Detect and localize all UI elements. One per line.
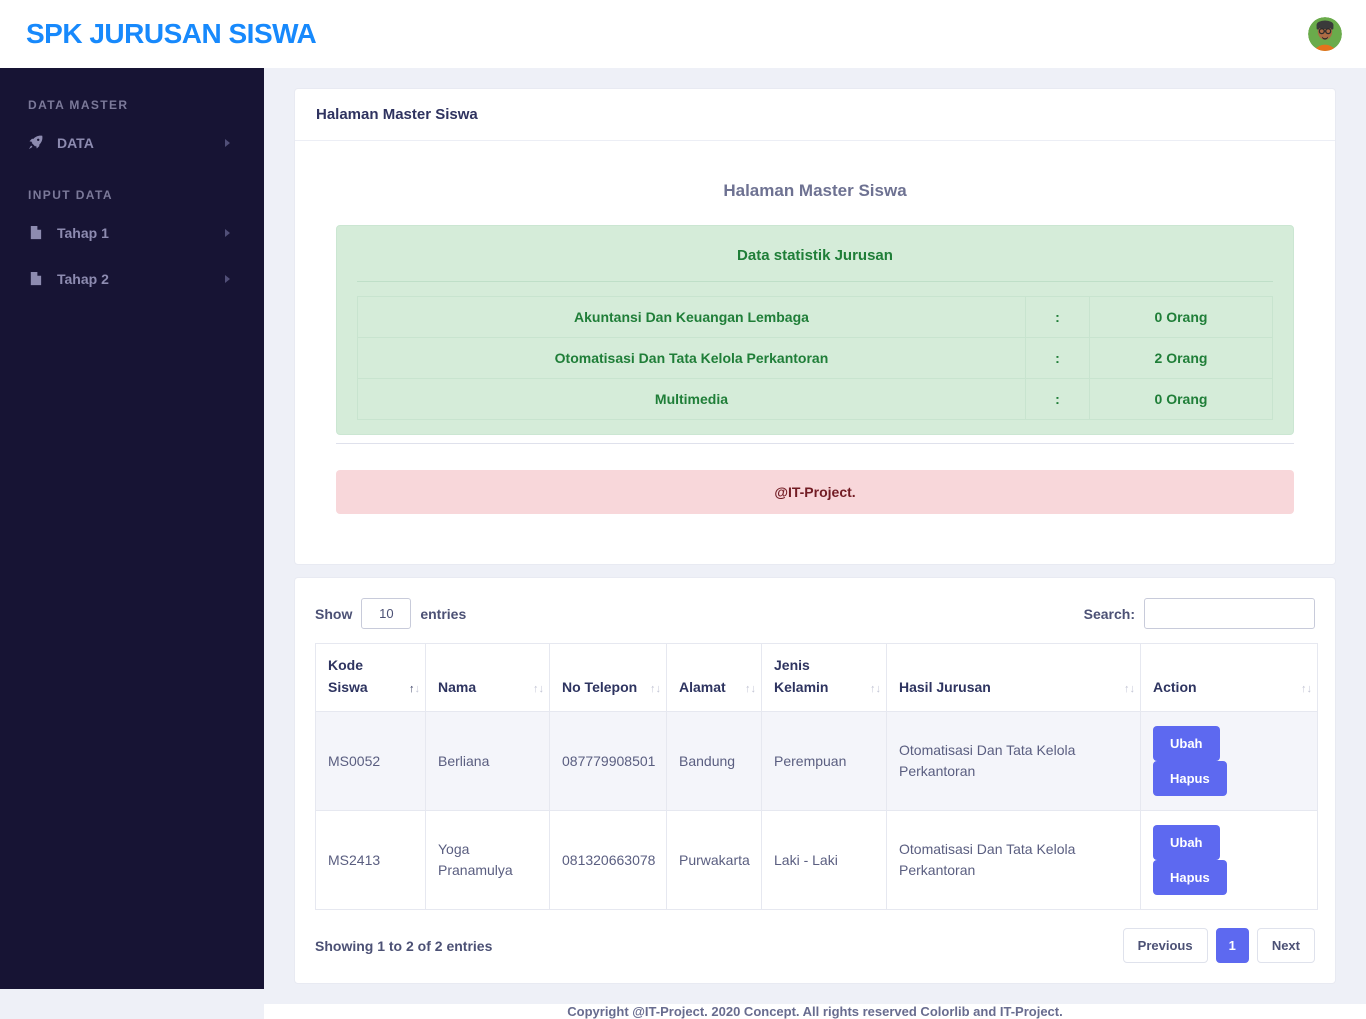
table-row: MS0052 Berliana 087779908501 Bandung Per… <box>315 711 1318 812</box>
hapus-button[interactable]: Hapus <box>1153 761 1227 797</box>
stats-value: 0 Orang <box>1088 296 1274 338</box>
sort-icon: ↑↓ <box>1124 683 1135 696</box>
column-header-nama[interactable]: Nama ↑↓ <box>425 642 550 713</box>
chevron-right-icon <box>225 139 230 147</box>
pagination: Previous 1 Next <box>1122 928 1315 964</box>
cell-alamat: Bandung <box>666 711 762 812</box>
sidebar-item-data[interactable]: DATA <box>0 120 264 166</box>
page-title: Halaman Master Siswa <box>723 181 907 200</box>
sidebar: DATA MASTER DATA INPUT DATA Tahap 1 Taha… <box>0 68 264 989</box>
cell-jenis-kelamin: Perempuan <box>761 711 887 812</box>
column-header-action[interactable]: Action ↑↓ <box>1140 642 1318 713</box>
column-header-alamat[interactable]: Alamat ↑↓ <box>666 642 762 713</box>
master-siswa-card: Halaman Master Siswa Halaman Master Sisw… <box>294 88 1336 565</box>
sort-icon: ↑↓ <box>533 683 544 696</box>
stats-table: Akuntansi Dan Keuangan Lembaga : 0 Orang… <box>357 296 1274 420</box>
chevron-right-icon <box>225 275 230 283</box>
stats-row: Multimedia : 0 Orang <box>357 378 1274 420</box>
previous-page-button[interactable]: Previous <box>1122 928 1208 964</box>
stats-row: Akuntansi Dan Keuangan Lembaga : 0 Orang <box>357 296 1274 338</box>
sidebar-item-tahap-2[interactable]: Tahap 2 <box>0 256 264 302</box>
table-header-row: Kode Siswa ↑↓ Nama ↑↓ No Telepon ↑↓ <box>315 642 1318 713</box>
sidebar-heading-input-data: INPUT DATA <box>28 188 113 202</box>
search-input[interactable] <box>1144 598 1315 629</box>
cell-kode-siswa: MS2413 <box>315 810 426 911</box>
file-icon <box>28 271 44 287</box>
chevron-right-icon <box>225 229 230 237</box>
rocket-icon <box>28 135 44 151</box>
stats-value: 2 Orang <box>1088 337 1274 379</box>
stats-row: Otomatisasi Dan Tata Kelola Perkantoran … <box>357 337 1274 379</box>
file-icon <box>28 225 44 241</box>
cell-no-telepon: 087779908501 <box>549 711 667 812</box>
ubah-button[interactable]: Ubah <box>1153 825 1220 861</box>
app-title: SPK JURUSAN SISWA <box>26 18 317 49</box>
stats-label: Otomatisasi Dan Tata Kelola Perkantoran <box>357 337 1026 379</box>
card-header-title: Halaman Master Siswa <box>295 89 1335 141</box>
sort-icon: ↑↓ <box>870 683 881 696</box>
cell-no-telepon: 081320663078 <box>549 810 667 911</box>
sort-icon: ↑↓ <box>745 683 756 696</box>
main-content: Halaman Master Siswa Halaman Master Sisw… <box>264 68 1366 1004</box>
datatable-card: Show 10 entries Search: <box>294 577 1336 985</box>
show-label: Show <box>315 605 353 622</box>
stats-label: Multimedia <box>357 378 1026 420</box>
body-divider <box>336 443 1294 444</box>
entries-length-select[interactable]: 10 <box>361 598 412 629</box>
stats-value: 0 Orang <box>1088 378 1274 420</box>
sort-icon: ↑↓ <box>409 683 420 696</box>
cell-nama: Yoga Pranamulya <box>425 810 550 911</box>
sidebar-item-label: Tahap 2 <box>57 271 109 287</box>
search-label: Search: <box>1083 605 1135 622</box>
table-row: MS2413 Yoga Pranamulya 081320663078 Purw… <box>315 810 1318 911</box>
column-header-kode-siswa[interactable]: Kode Siswa ↑↓ <box>315 642 426 713</box>
table-info: Showing 1 to 2 of 2 entries <box>315 937 493 954</box>
cell-kode-siswa: MS0052 <box>315 711 426 812</box>
sort-icon: ↑↓ <box>1301 683 1312 696</box>
hapus-button[interactable]: Hapus <box>1153 860 1227 896</box>
copyright-text: Copyright @IT-Project. 2020 Concept. All… <box>567 1004 1063 1019</box>
stats-title: Data statistik Jurusan <box>737 247 893 264</box>
cell-alamat: Purwakarta <box>666 810 762 911</box>
next-page-button[interactable]: Next <box>1256 928 1315 964</box>
stats-divider <box>357 281 1273 282</box>
column-header-no-telepon[interactable]: No Telepon ↑↓ <box>549 642 667 713</box>
column-header-hasil-jurusan[interactable]: Hasil Jurusan ↑↓ <box>886 642 1141 713</box>
cell-jenis-kelamin: Laki - Laki <box>761 810 887 911</box>
cell-nama: Berliana <box>425 711 550 812</box>
stats-separator: : <box>1024 378 1090 420</box>
sidebar-item-label: Tahap 1 <box>57 225 109 241</box>
stats-label: Akuntansi Dan Keuangan Lembaga <box>357 296 1026 338</box>
footer: Copyright @IT-Project. 2020 Concept. All… <box>264 1004 1366 1019</box>
sidebar-item-tahap-1[interactable]: Tahap 1 <box>0 210 264 256</box>
cell-hasil-jurusan: Otomatisasi Dan Tata Kelola Perkantoran <box>886 810 1141 911</box>
cell-hasil-jurusan: Otomatisasi Dan Tata Kelola Perkantoran <box>886 711 1141 812</box>
stats-panel: Data statistik Jurusan Akuntansi Dan Keu… <box>336 225 1294 435</box>
user-avatar[interactable] <box>1308 17 1342 51</box>
column-header-jenis-kelamin[interactable]: Jenis Kelamin ↑↓ <box>761 642 887 713</box>
sidebar-heading-data-master: DATA MASTER <box>28 98 129 112</box>
ubah-button[interactable]: Ubah <box>1153 726 1220 762</box>
entries-label: entries <box>420 605 467 622</box>
avatar-illustration <box>1308 17 1342 51</box>
siswa-table: Kode Siswa ↑↓ Nama ↑↓ No Telepon ↑↓ <box>315 642 1318 911</box>
sidebar-item-label: DATA <box>57 135 94 151</box>
cell-action: UbahHapus <box>1140 810 1318 911</box>
project-alert: @IT-Project. <box>336 470 1294 514</box>
cell-action: UbahHapus <box>1140 711 1318 812</box>
stats-separator: : <box>1024 337 1090 379</box>
stats-separator: : <box>1024 296 1090 338</box>
topbar: SPK JURUSAN SISWA <box>0 0 1366 68</box>
page-1-button[interactable]: 1 <box>1215 928 1249 964</box>
sort-icon: ↑↓ <box>650 683 661 696</box>
